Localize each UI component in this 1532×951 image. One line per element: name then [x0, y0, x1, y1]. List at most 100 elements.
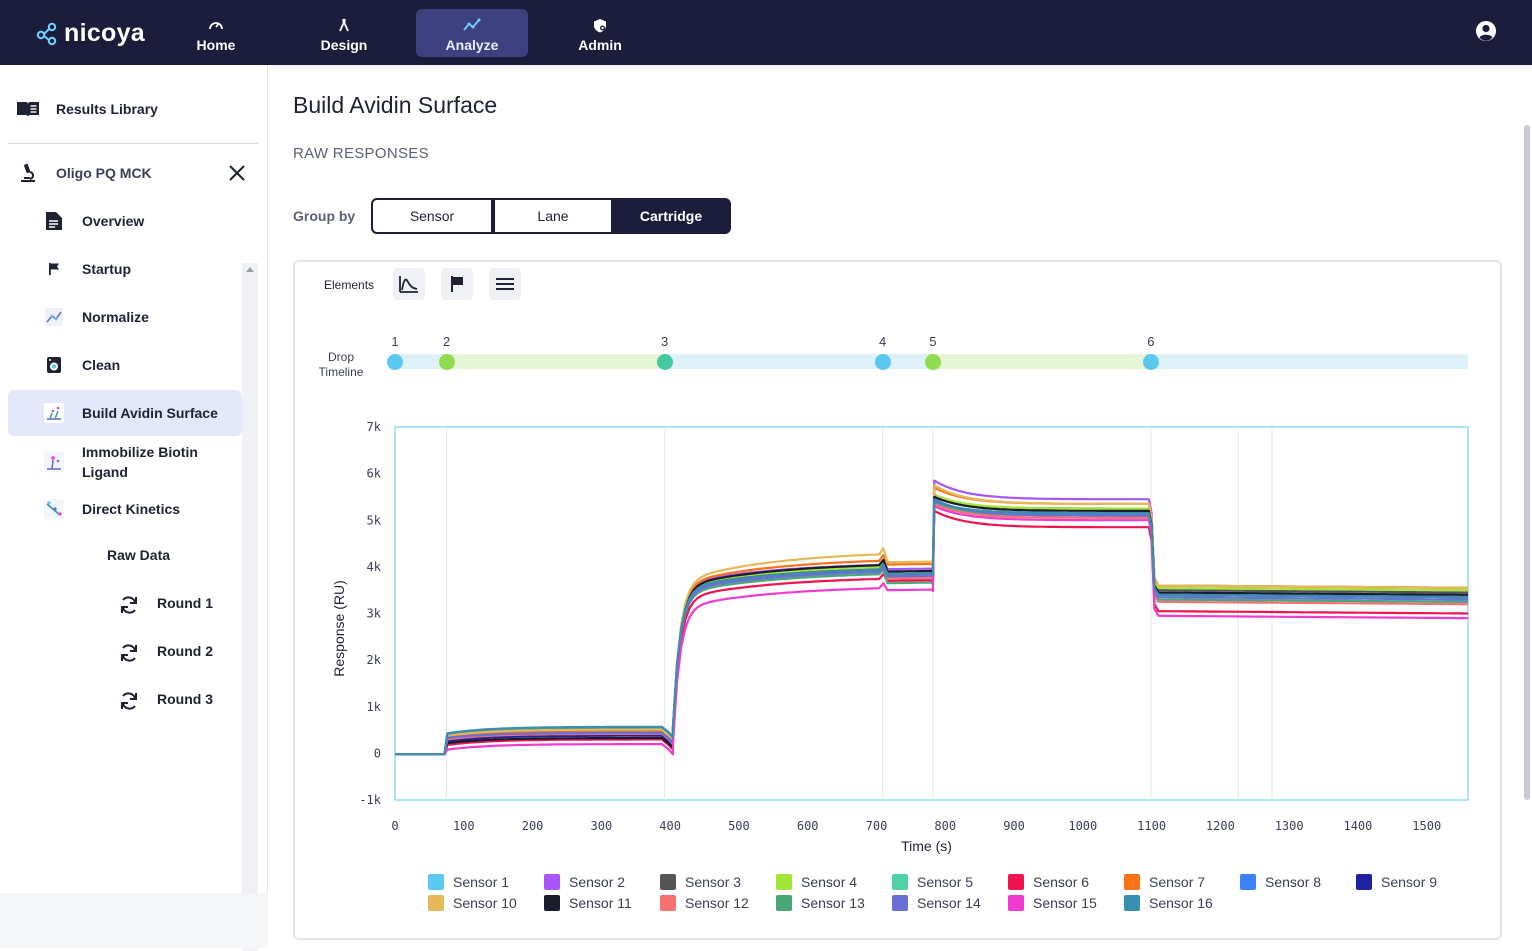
drop-marker[interactable] — [924, 354, 941, 370]
legend-item[interactable]: Sensor 11 — [544, 895, 632, 911]
menu-icon — [496, 278, 514, 290]
legend-swatch — [892, 874, 908, 890]
series-line-sensor-14 — [395, 498, 1468, 756]
x-tick-label: 900 — [1003, 819, 1025, 833]
results-library-link[interactable]: Results Library — [16, 99, 158, 119]
sidebar-item-label: Direct Kinetics — [82, 501, 181, 517]
x-tick-label: 1300 — [1275, 819, 1304, 833]
round-label: Round 3 — [157, 691, 213, 707]
drop-number: 6 — [1147, 334, 1155, 349]
kinetics-icon — [42, 497, 66, 521]
account-circle-icon[interactable] — [1475, 20, 1497, 42]
sidebar-item-startup[interactable]: Startup — [8, 246, 242, 292]
sidebar-item-clean[interactable]: Clean — [8, 342, 242, 388]
menu-element-button[interactable] — [489, 268, 521, 300]
legend-label: Sensor 2 — [569, 874, 626, 890]
group-by-sensor-button[interactable]: Sensor — [371, 198, 493, 234]
refresh-icon — [121, 596, 137, 614]
group-by-lane-button[interactable]: Lane — [493, 198, 611, 234]
drop-timeline-label: Drop Timeline — [310, 350, 372, 380]
legend-label: Sensor 13 — [801, 895, 865, 911]
x-tick-label: 200 — [522, 819, 544, 833]
legend-item[interactable]: Sensor 1 — [428, 874, 509, 890]
chart-line-icon — [463, 17, 481, 33]
legend-item[interactable]: Sensor 3 — [660, 874, 741, 890]
legend-item[interactable]: Sensor 8 — [1240, 874, 1321, 890]
sidebar-item-overview[interactable]: Overview — [8, 198, 242, 244]
legend-swatch — [776, 895, 792, 911]
sidebar-item-label: Build Avidin Surface — [82, 405, 218, 421]
legend-item[interactable]: Sensor 9 — [1356, 874, 1437, 890]
document-icon — [42, 209, 66, 233]
page-title: Build Avidin Surface — [293, 92, 498, 118]
nav-analyze[interactable]: Analyze — [416, 9, 528, 57]
drop-marker[interactable] — [656, 354, 673, 370]
x-tick-label: 800 — [934, 819, 956, 833]
legend-label: Sensor 12 — [685, 895, 749, 911]
series-line-sensor-6 — [395, 509, 1469, 756]
nav-admin-label: Admin — [578, 37, 622, 53]
sidebar-item-raw-data[interactable]: Raw Data — [8, 537, 242, 577]
x-tick-label: 1500 — [1412, 819, 1441, 833]
sidebar-item-round-2[interactable]: Round 2 — [8, 633, 242, 673]
section-title: RAW RESPONSES — [293, 145, 429, 162]
x-tick-label: 1000 — [1068, 819, 1097, 833]
legend-item[interactable]: Sensor 5 — [892, 874, 973, 890]
legend-item[interactable]: Sensor 7 — [1124, 874, 1205, 890]
legend-swatch — [428, 895, 444, 911]
legend-label: Sensor 16 — [1149, 895, 1213, 911]
sidebar-item-round-1[interactable]: Round 1 — [8, 585, 242, 625]
legend-swatch — [1008, 895, 1024, 911]
main-top-shadow — [269, 65, 1532, 73]
shield-gear-icon — [593, 17, 607, 33]
drop-marker[interactable] — [387, 354, 403, 370]
legend-item[interactable]: Sensor 10 — [428, 895, 517, 911]
sidebar-item-round-3[interactable]: Round 3 — [8, 681, 242, 721]
top-navigation-bar: nicoya Home Design Analyze Admin — [0, 0, 1532, 65]
legend-item[interactable]: Sensor 13 — [776, 895, 865, 911]
close-icon[interactable] — [227, 163, 247, 183]
sidebar-item-label: Startup — [82, 261, 131, 277]
legend-label: Sensor 8 — [1265, 874, 1322, 890]
nicoya-logo[interactable]: nicoya — [36, 17, 145, 49]
group-by-label: Group by — [293, 208, 356, 224]
sidebar-item-normalize[interactable]: Normalize — [8, 294, 242, 340]
nav-home[interactable]: Home — [160, 9, 272, 57]
sidebar-scrollbar[interactable] — [242, 263, 258, 951]
legend-label: Sensor 4 — [801, 874, 858, 890]
nav-design[interactable]: Design — [288, 9, 400, 57]
series-line-sensor-15 — [395, 505, 1469, 756]
y-tick-label: 6k — [367, 467, 382, 481]
raw-responses-chart[interactable]: -1k 0 1k 2k 3k 4k 5k 6k 7k 0 100 200 300 400 500 600 700… — [300, 400, 1500, 870]
page-scrollbar[interactable] — [1524, 125, 1530, 800]
curve-element-button[interactable] — [393, 268, 425, 300]
legend-item[interactable]: Sensor 6 — [1008, 874, 1089, 890]
sidebar-item-direct-kinetics[interactable]: Direct Kinetics — [8, 486, 242, 532]
x-tick-label: 500 — [728, 819, 750, 833]
flag-element-button[interactable] — [441, 268, 473, 300]
drop-marker[interactable] — [438, 354, 455, 370]
legend-item[interactable]: Sensor 2 — [544, 874, 625, 890]
legend-item[interactable]: Sensor 4 — [776, 874, 857, 890]
nav-admin[interactable]: Admin — [544, 9, 656, 57]
legend-label: Sensor 14 — [917, 895, 981, 911]
scroll-up-arrow-icon[interactable] — [246, 267, 254, 272]
series-line-sensor-10 — [395, 484, 1469, 756]
legend-item[interactable]: Sensor 12 — [660, 895, 749, 911]
sidebar-item-immobilize-biotin-ligand[interactable]: Immobilize Biotin Ligand — [8, 438, 242, 486]
legend-item[interactable]: Sensor 14 — [892, 895, 981, 911]
sidebar-item-build-avidin-surface[interactable]: Build Avidin Surface — [8, 390, 242, 436]
legend-swatch — [1124, 874, 1140, 890]
drop-marker[interactable] — [874, 354, 891, 370]
raw-data-label: Raw Data — [107, 547, 171, 563]
experiment-header[interactable]: Oligo PQ MCK — [18, 163, 152, 183]
legend-label: Sensor 9 — [1381, 874, 1438, 890]
round-label: Round 1 — [157, 595, 213, 611]
legend-item[interactable]: Sensor 15 — [1008, 895, 1097, 911]
group-by-cartridge-button[interactable]: Cartridge — [611, 198, 731, 234]
refresh-icon — [121, 644, 137, 662]
drop-marker[interactable] — [1142, 354, 1159, 370]
legend-label: Sensor 6 — [1033, 874, 1090, 890]
legend-item[interactable]: Sensor 16 — [1124, 895, 1213, 911]
y-tick-label: -1k — [359, 793, 381, 807]
